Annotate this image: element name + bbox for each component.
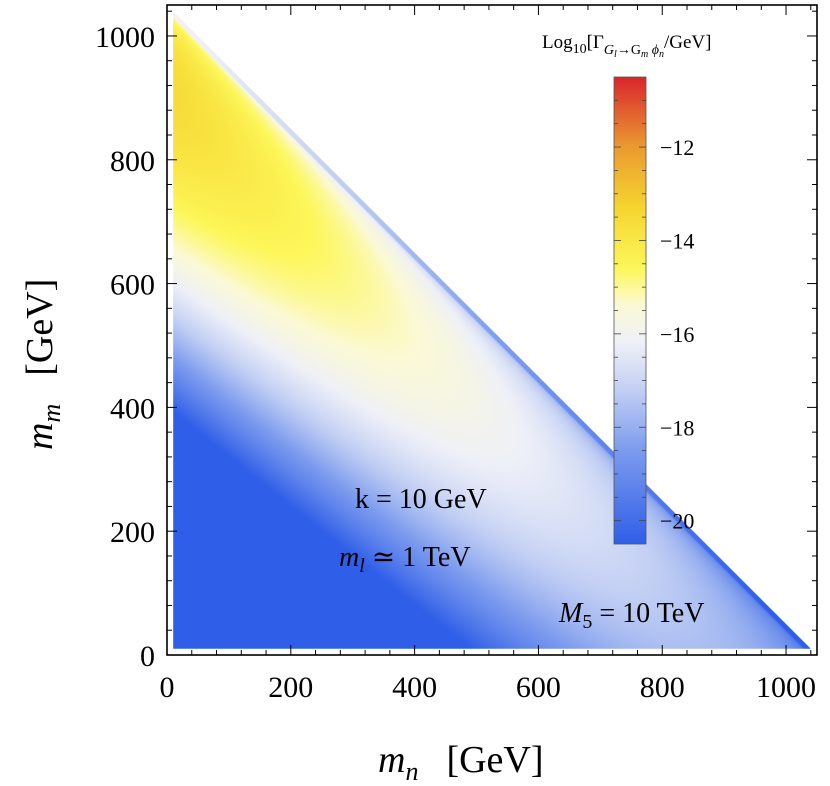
y-axis-ticks: 0 200 400 600 800 1000 — [95, 10, 817, 673]
y-axis-subscript: m — [37, 404, 66, 423]
colorbar-tick-label: −16 — [660, 322, 694, 347]
annotation-ml-rest: ≃ 1 TeV — [365, 542, 471, 573]
x-tick-label: 400 — [392, 671, 437, 704]
colorbar-title-sub-m: m — [641, 49, 648, 60]
x-tick-label: 600 — [516, 671, 561, 704]
x-axis-unit: [GeV] — [446, 739, 543, 781]
annotation-M5-rest: = 10 TeV — [592, 598, 704, 629]
annotation-ml-subscript: l — [359, 555, 365, 577]
x-tick-label: 200 — [268, 671, 313, 704]
y-axis-unit: [GeV] — [19, 279, 61, 376]
annotation-k: k = 10 GeV — [355, 484, 487, 515]
colorbar-title-sub-l: l — [614, 49, 617, 60]
colorbar-tick-label: −18 — [660, 415, 694, 440]
colorbar-title-base: 10 — [573, 42, 587, 57]
colorbar-title-phi: ϕ — [648, 43, 659, 58]
colorbar-title-arrow: →G — [617, 43, 641, 58]
heatmap-image — [173, 11, 811, 649]
y-tick-label: 0 — [140, 640, 155, 673]
colorbar-tick-label: −12 — [660, 135, 694, 160]
colorbar-title-log: Log — [542, 32, 573, 53]
heatmap-region — [173, 11, 811, 649]
colorbar-title-close: /GeV] — [664, 32, 711, 53]
y-tick-label: 200 — [110, 516, 155, 549]
colorbar-tick-label: −14 — [660, 228, 694, 253]
x-axis-symbol: m — [378, 739, 405, 781]
colorbar-title-open: [Γ — [587, 32, 604, 53]
x-axis-ticks: 0 200 400 600 800 1000 — [160, 5, 816, 704]
x-tick-label: 800 — [640, 671, 685, 704]
annotation-ml-symbol: m — [339, 542, 359, 573]
x-tick-label: 1000 — [756, 671, 816, 704]
y-tick-label: 800 — [110, 145, 155, 178]
annotation-ml: ml ≃ 1 TeV — [339, 542, 471, 577]
colorbar-title-sub-n: n — [659, 49, 664, 60]
annotation-M5: M5 = 10 TeV — [558, 598, 704, 633]
colorbar-title-sub-main: G — [604, 43, 614, 58]
colorbar: Log10[ΓGl→Gm ϕn/GeV] −12 −14 −16 −18 −20 — [542, 32, 711, 545]
colorbar-ticks: −12 −14 −16 −18 −20 — [614, 99, 694, 534]
y-axis-title: mm [GeV] — [19, 279, 66, 450]
annotation-M5-subscript: 5 — [582, 611, 592, 633]
annotation-M5-symbol: M — [558, 598, 584, 629]
plot-frame — [166, 4, 818, 656]
y-axis-symbol: m — [19, 423, 61, 450]
colorbar-tick-label: −20 — [660, 509, 694, 534]
x-tick-label: 0 — [160, 671, 175, 704]
y-tick-label: 400 — [110, 392, 155, 425]
y-tick-label: 1000 — [95, 21, 155, 54]
x-axis-title: mn [GeV] — [378, 739, 544, 786]
y-tick-label: 600 — [110, 269, 155, 302]
x-axis-subscript: n — [405, 757, 418, 786]
colorbar-title: Log10[ΓGl→Gm ϕn/GeV] — [542, 32, 711, 60]
